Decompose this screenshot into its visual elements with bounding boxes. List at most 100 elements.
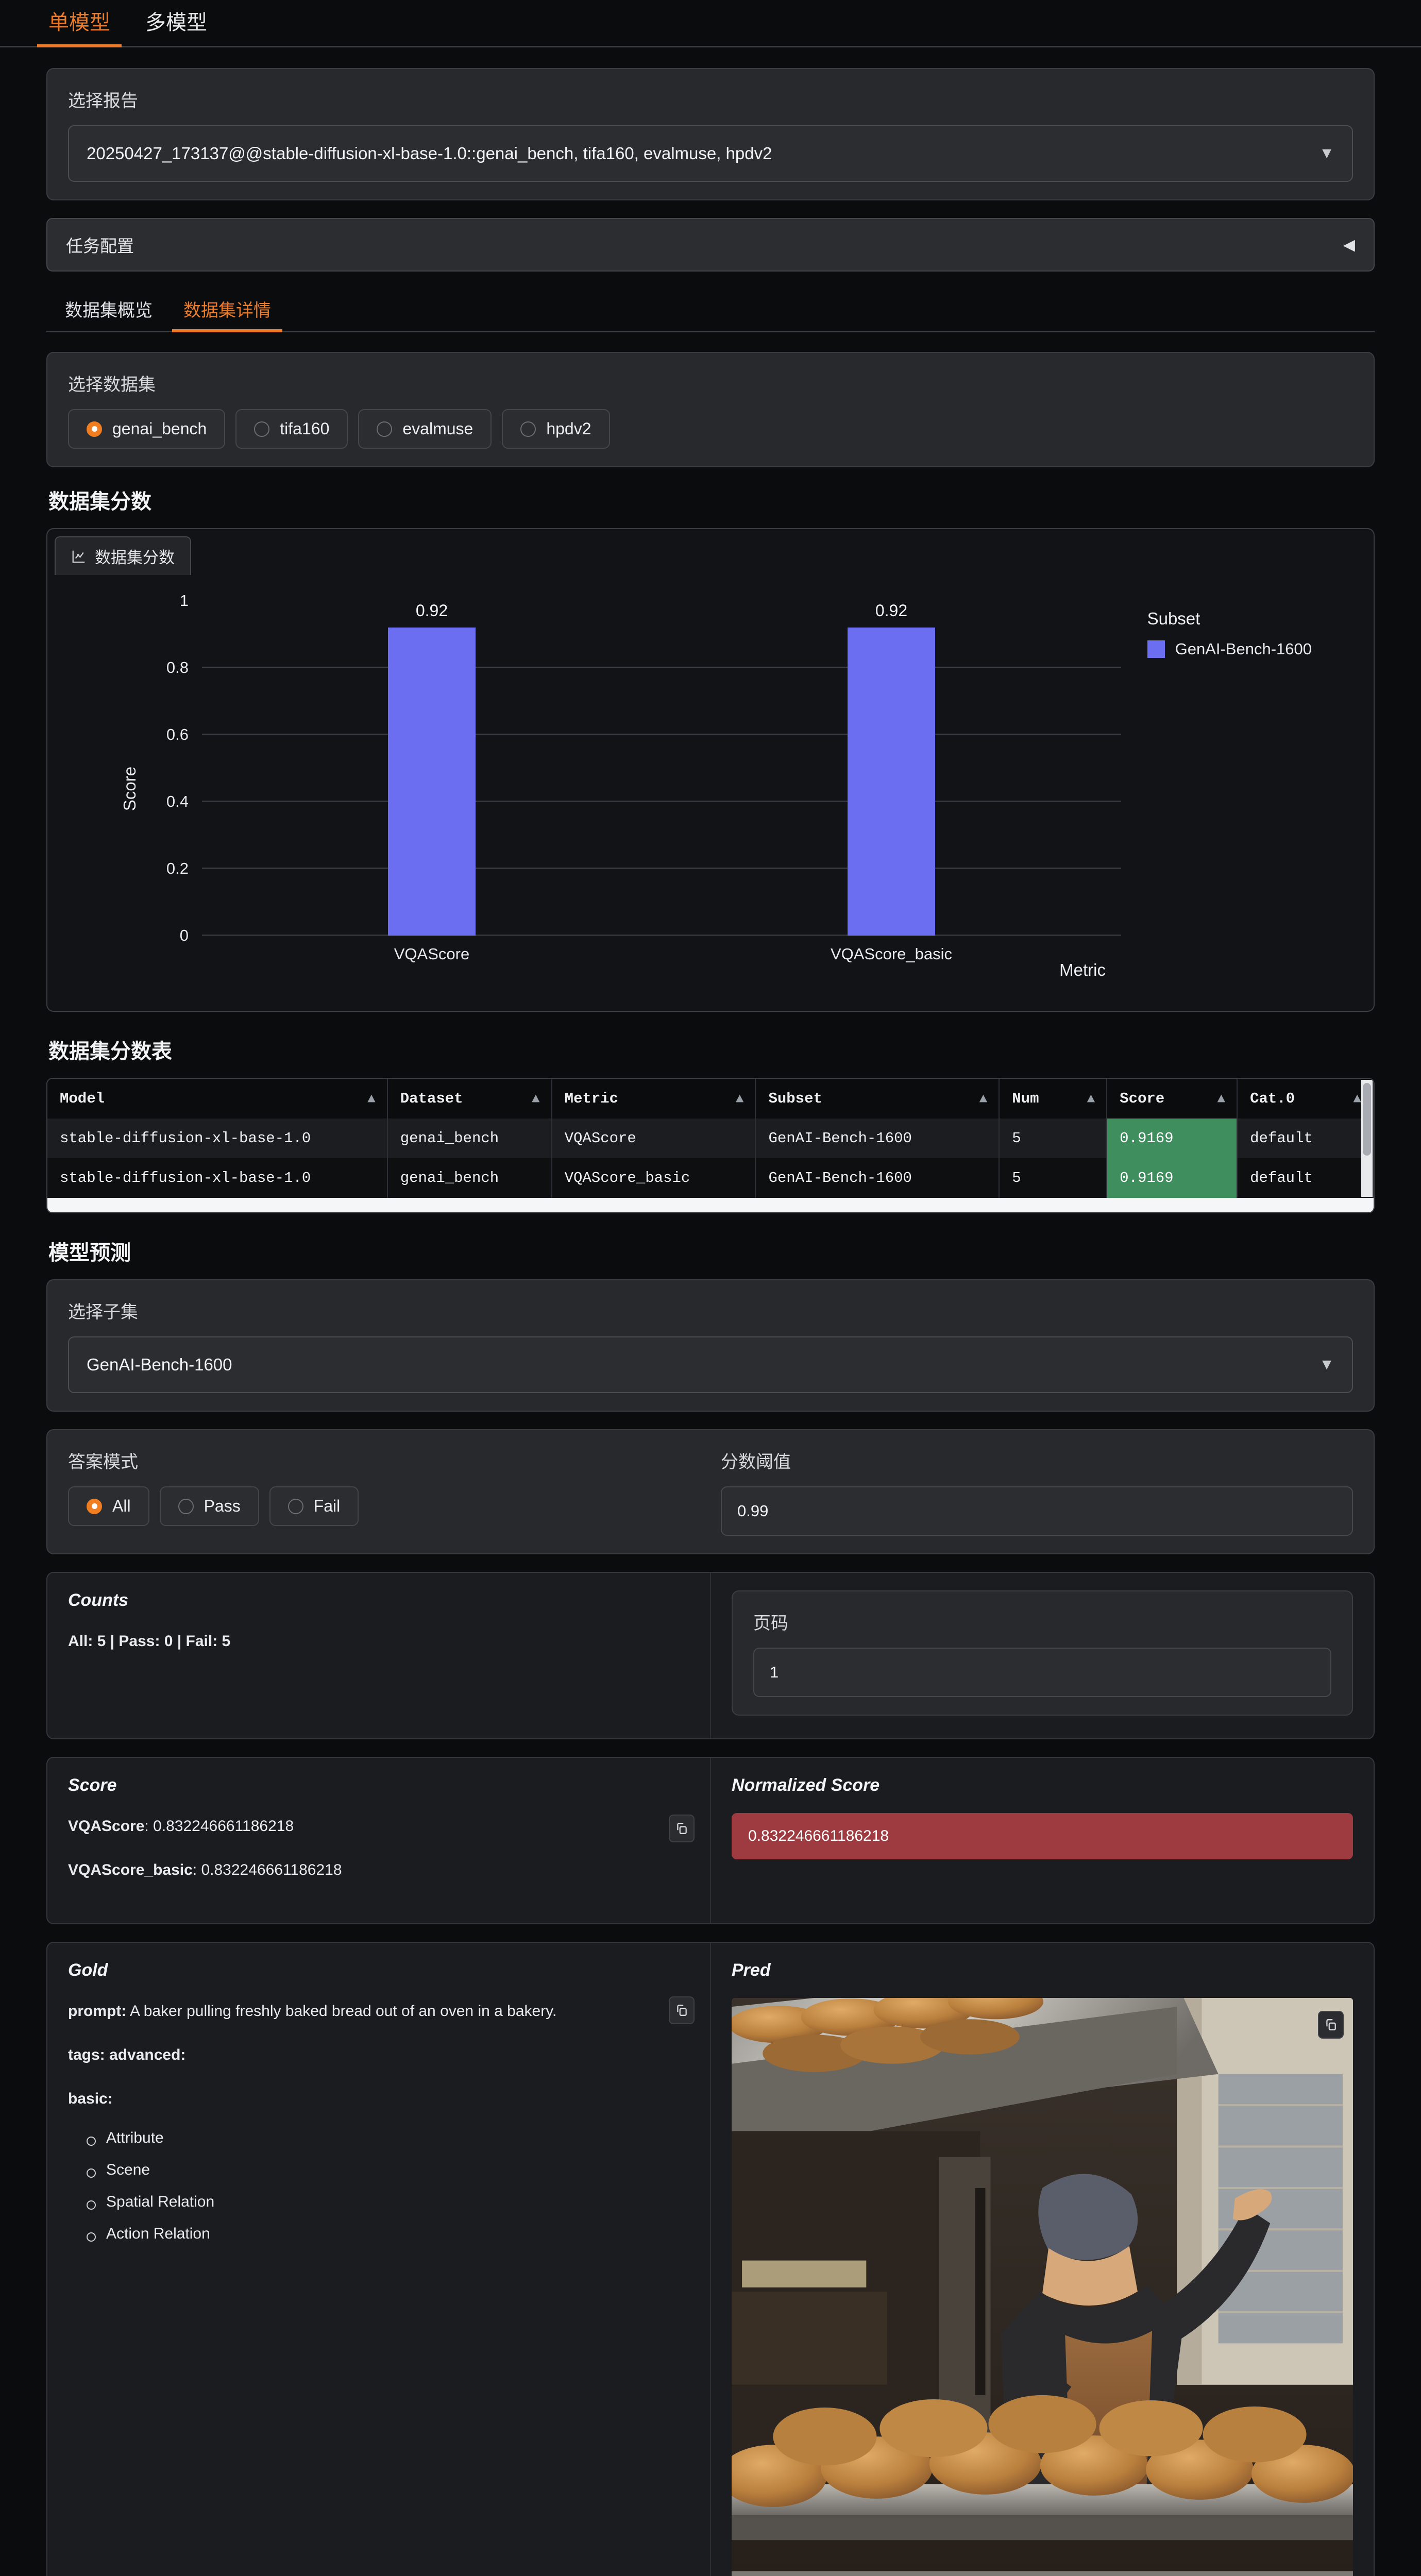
chart-x-tick: VQAScore (394, 945, 470, 963)
cell-score: 0.9169 (1107, 1158, 1238, 1198)
gold-tags: tags: advanced: (68, 2046, 186, 2063)
table-row[interactable]: stable-diffusion-xl-base-1.0 genai_bench… (47, 1118, 1374, 1158)
counts-title: Counts (68, 1590, 129, 1610)
header-text: Cat.0 (1250, 1090, 1295, 1107)
report-label: 选择报告 (68, 91, 138, 111)
dataset-tab-bar: 数据集概览 数据集详情 (46, 289, 1375, 332)
subset-select[interactable]: GenAI-Bench-1600 ▼ (68, 1336, 1353, 1393)
chart-gridline: 1 (180, 591, 1121, 609)
answer-mode-group: 答案模式 All Pass Fail (68, 1448, 721, 1536)
header-text: Subset (768, 1090, 822, 1107)
dataset-radio-label: evalmuse (402, 419, 473, 438)
table-header-metric[interactable]: Metric ▲ (551, 1079, 756, 1118)
chart-canvas: Score Metric 0 0.2 0.4 0.6 0.8 1 0.92 VQAScore 0… (47, 580, 1374, 997)
dataset-score-heading: 数据集分数 (48, 490, 151, 513)
chart-plot-area: 0 0.2 0.4 0.6 0.8 1 0.92 VQAScore 0.92 VQAScore_b… (166, 591, 1121, 963)
table-header-num[interactable]: Num ▲ (999, 1079, 1108, 1118)
score-title: Score (68, 1775, 117, 1795)
chart-y-tick: 0.8 (166, 658, 189, 676)
table-row[interactable]: stable-diffusion-xl-base-1.0 genai_bench… (47, 1158, 1374, 1198)
chart-tab-dataset-score[interactable]: 数据集分数 (55, 536, 191, 575)
chart-gridline: 0.2 (166, 859, 1121, 877)
table-horizontal-scrollbar[interactable] (47, 1198, 1374, 1212)
dataset-radio-tifa160[interactable]: tifa160 (235, 409, 348, 449)
tab-multi-model[interactable]: 多模型 (145, 11, 207, 34)
score-value: 0.832246661186218 (201, 1861, 342, 1878)
table-header-model[interactable]: Model ▲ (47, 1079, 388, 1118)
dataset-radio-label: tifa160 (280, 419, 330, 438)
threshold-input[interactable]: 0.99 (721, 1486, 1353, 1536)
list-item: Spatial Relation (83, 2193, 689, 2211)
chart-bar[interactable]: 0.92 VQAScore_basic (831, 601, 952, 963)
tab-dataset-overview[interactable]: 数据集概览 (65, 301, 153, 320)
threshold-group: 分数阈值 0.99 (721, 1448, 1353, 1536)
answer-mode-fail[interactable]: Fail (269, 1486, 359, 1526)
page-section: 页码 1 (710, 1573, 1374, 1738)
gold-basic-list: Attribute Scene Spatial Relation Action … (83, 2129, 689, 2243)
dataset-radio-label: genai_bench (112, 419, 207, 438)
answer-mode-label: 答案模式 (68, 1452, 138, 1472)
table-vertical-scrollbar[interactable] (1361, 1080, 1373, 1197)
cell-cat0: default (1237, 1118, 1374, 1158)
list-item: Scene (83, 2161, 689, 2179)
task-config-accordion[interactable]: 任务配置 ◀ (46, 218, 1375, 272)
top-tab-bar: 单模型 多模型 (0, 0, 1421, 47)
radio-dot-icon (287, 1498, 303, 1514)
radio-dot-icon (254, 421, 270, 437)
chart-bar-value: 0.92 (875, 601, 908, 620)
dataset-score-chart: 数据集分数 Score Metric 0 0.2 0.4 0.6 0.8 1 0.92 VQA… (46, 528, 1375, 1012)
score-line-vqascore: VQAScore: 0.832246661186218 (68, 1818, 294, 1835)
answer-mode-option-label: Fail (313, 1497, 341, 1515)
sort-asc-icon: ▲ (1217, 1091, 1226, 1107)
pred-image[interactable] (732, 1998, 1353, 2576)
chart-icon (72, 550, 85, 563)
table-header-score[interactable]: Score ▲ (1107, 1079, 1238, 1118)
cell-subset: GenAI-Bench-1600 (755, 1158, 1000, 1198)
chart-y-tick: 1 (179, 591, 189, 609)
score-normalized-box: Score VQAScore: 0.832246661186218 VQASco… (46, 1757, 1375, 1924)
score-value: 0.832246661186218 (153, 1818, 294, 1835)
filter-panel: 答案模式 All Pass Fail (46, 1429, 1375, 1554)
chart-gridline: 0.8 (166, 658, 1121, 676)
chevron-down-icon: ▼ (1319, 145, 1334, 162)
dataset-radio-label: hpdv2 (546, 419, 591, 438)
copy-icon (677, 1823, 687, 1834)
answer-mode-all[interactable]: All (68, 1486, 149, 1526)
main-content: 选择报告 20250427_173137@@stable-diffusion-x… (0, 47, 1421, 2576)
chart-chip-label: 数据集分数 (95, 549, 175, 567)
legend-item[interactable]: GenAI-Bench-1600 (1147, 640, 1312, 658)
report-select[interactable]: 20250427_173137@@stable-diffusion-xl-bas… (68, 125, 1353, 182)
page-input[interactable]: 1 (753, 1648, 1331, 1697)
cell-model: stable-diffusion-xl-base-1.0 (47, 1158, 388, 1198)
dataset-radio-evalmuse[interactable]: evalmuse (358, 409, 492, 449)
page-value: 1 (770, 1663, 779, 1681)
table-header-subset[interactable]: Subset ▲ (755, 1079, 1000, 1118)
score-table: Model ▲ Dataset ▲ Metric ▲ Subset ▲ Num ▲ Sco… (47, 1079, 1374, 1198)
copy-gold-button[interactable] (669, 1996, 695, 2024)
copy-score-button[interactable] (669, 1815, 695, 1842)
sort-asc-icon: ▲ (1087, 1091, 1095, 1107)
gold-basic: basic: (68, 2090, 113, 2107)
sort-asc-icon: ▲ (979, 1091, 988, 1107)
radio-dot-icon (87, 1498, 102, 1514)
page-label: 页码 (753, 1614, 788, 1633)
dataset-radio-genai-bench[interactable]: genai_bench (68, 409, 226, 449)
tab-single-model[interactable]: 单模型 (31, 0, 128, 47)
task-config-label: 任务配置 (66, 236, 134, 256)
copy-pred-button[interactable] (1318, 2011, 1344, 2039)
model-prediction-heading: 模型预测 (48, 1242, 131, 1264)
table-header-dataset[interactable]: Dataset ▲ (387, 1079, 552, 1118)
answer-mode-option-label: Pass (204, 1497, 241, 1515)
table-header-cat0[interactable]: Cat.0 ▲ (1237, 1079, 1374, 1118)
pred-section: Pred (710, 1943, 1374, 2576)
chart-bar[interactable]: 0.92 VQAScore (388, 601, 476, 963)
copy-icon (677, 2005, 687, 2016)
dataset-radio-hpdv2[interactable]: hpdv2 (502, 409, 610, 449)
cell-score: 0.9169 (1107, 1118, 1238, 1158)
table-header-row: Model ▲ Dataset ▲ Metric ▲ Subset ▲ Num ▲ Sco… (47, 1079, 1374, 1118)
gold-pred-box: Gold prompt: A baker pulling freshly bak… (46, 1942, 1375, 2576)
chart-bar-value: 0.92 (415, 601, 448, 620)
tab-dataset-detail[interactable]: 数据集详情 (168, 289, 286, 332)
threshold-value: 0.99 (737, 1502, 769, 1520)
answer-mode-pass[interactable]: Pass (159, 1486, 259, 1526)
